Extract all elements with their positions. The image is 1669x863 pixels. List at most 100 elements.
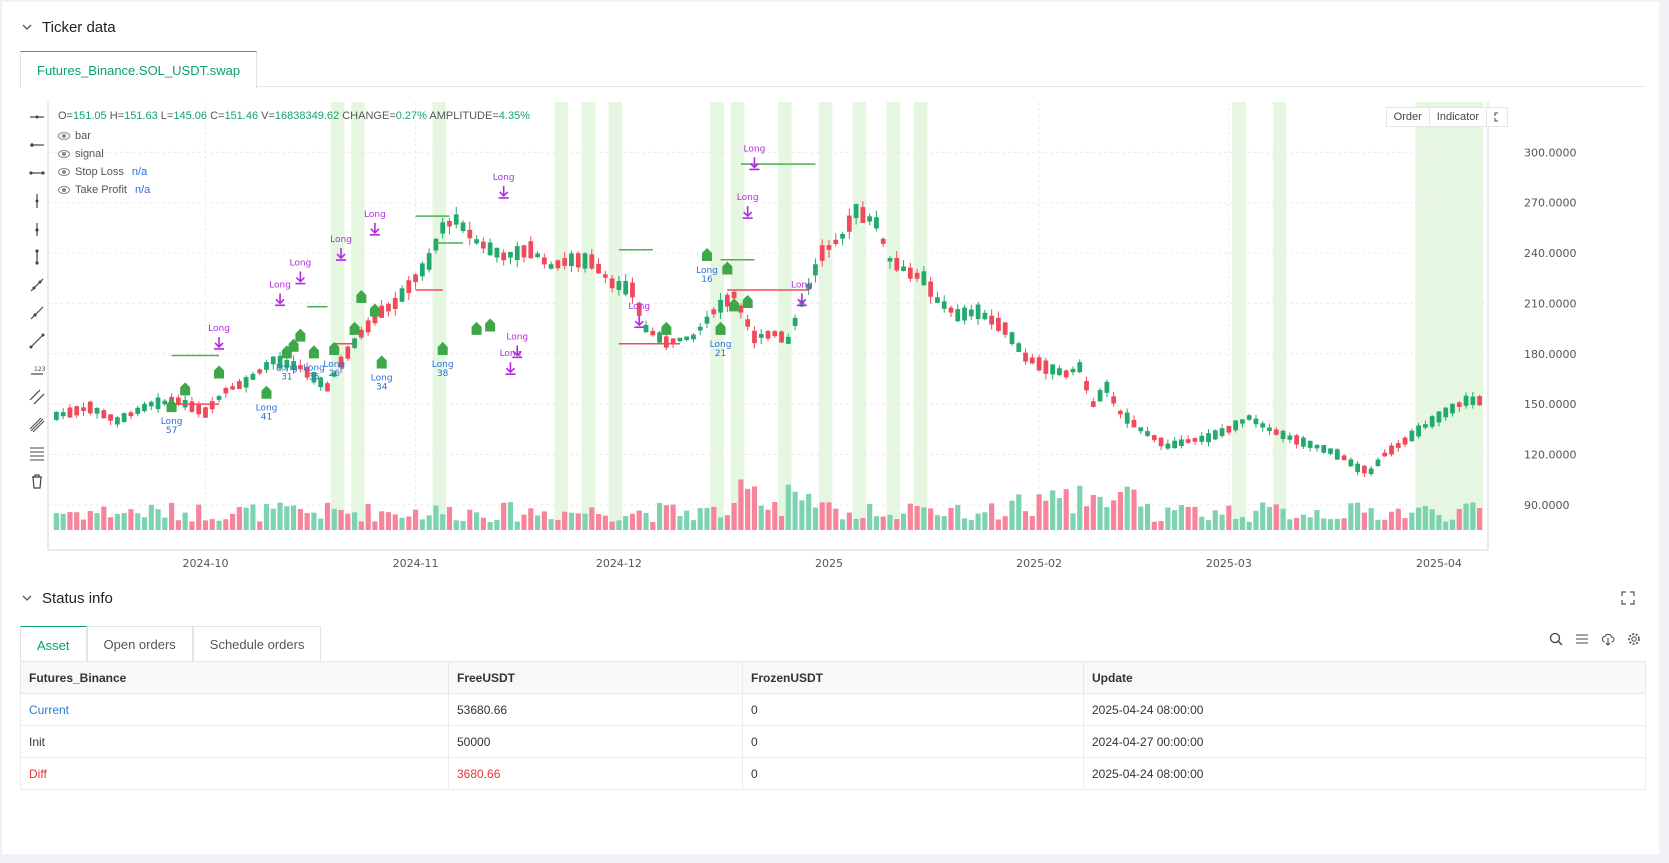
volume-bar — [209, 519, 215, 530]
candle-body — [115, 417, 120, 425]
volume-bar — [623, 515, 629, 530]
volume-bar — [1368, 508, 1374, 530]
candle-body — [264, 362, 269, 370]
ray-line-icon[interactable] — [26, 302, 48, 324]
legend-item-take-profit[interactable]: Take Profit n/a — [58, 181, 150, 199]
volume-bar — [1090, 494, 1096, 530]
tab-open-orders[interactable]: Open orders — [86, 626, 193, 662]
volume-bar — [196, 504, 202, 530]
volume-bar — [941, 516, 947, 530]
volume-bar — [873, 516, 880, 530]
ticker-header[interactable]: Ticker data — [22, 16, 116, 38]
eye-icon[interactable] — [58, 150, 70, 158]
tab-schedule-orders[interactable]: Schedule orders — [192, 626, 322, 662]
horizontal-segment-icon[interactable] — [26, 162, 48, 184]
y-tick-label: 180.0000 — [1524, 348, 1577, 361]
candle-body — [826, 245, 832, 250]
candle-body — [724, 294, 730, 307]
vertical-ray-icon[interactable] — [26, 218, 48, 240]
eye-icon[interactable] — [58, 186, 70, 194]
trash-icon[interactable] — [26, 470, 48, 492]
list-icon[interactable] — [1575, 632, 1589, 646]
candle-body — [250, 373, 256, 380]
signal-arrow — [749, 157, 760, 171]
volume-bar — [1436, 514, 1442, 530]
legend-item-signal[interactable]: signal — [58, 145, 150, 163]
legend-item-stop-loss[interactable]: Stop Loss n/a — [58, 163, 150, 181]
horizontal-line-icon[interactable] — [26, 106, 48, 128]
volume-bar — [291, 505, 297, 530]
candle-body — [840, 233, 845, 239]
candle-body — [962, 307, 967, 321]
candle-body — [833, 239, 839, 244]
chart-area[interactable]: Long 57 Long 41 Long 31 Long 35 Long 26 Long 34 Long… — [20, 102, 1646, 590]
candle-body — [670, 338, 676, 344]
candle-body — [1084, 381, 1089, 391]
candle-body — [148, 401, 154, 407]
candle-body — [1477, 396, 1482, 406]
horizontal-ray-icon[interactable] — [26, 134, 48, 156]
change-value: 0.27% — [395, 110, 427, 122]
signal-label: Long — [737, 193, 759, 203]
volume-bar — [1199, 516, 1205, 530]
candle-body — [1395, 443, 1401, 448]
signal-label: Long — [289, 259, 311, 269]
parallel-channel-icon[interactable] — [26, 386, 48, 408]
chevron-down-icon[interactable] — [22, 22, 32, 32]
signal-label: Long — [628, 302, 650, 312]
signal-label: Long — [364, 210, 386, 220]
signal-arrow — [742, 206, 753, 219]
candle-body — [1375, 459, 1381, 467]
vertical-line-icon[interactable] — [26, 190, 48, 212]
eye-icon[interactable] — [58, 168, 70, 176]
row-name[interactable]: Current — [20, 693, 449, 726]
legend-item-bar[interactable]: bar — [58, 127, 150, 145]
volume-bar — [1477, 508, 1483, 530]
search-icon[interactable] — [1549, 632, 1563, 646]
volume-bar — [555, 519, 561, 530]
tab-symbol[interactable]: Futures_Binance.SOL_USDT.swap — [20, 51, 258, 88]
candle-body — [237, 381, 242, 390]
eye-icon[interactable] — [58, 132, 70, 140]
volume-bar — [1077, 485, 1083, 530]
volume-bar — [1456, 508, 1462, 530]
volume-bar — [1185, 506, 1191, 530]
row-update: 2025-04-24 08:00:00 — [1083, 693, 1646, 726]
order-button[interactable]: Order — [1387, 108, 1430, 126]
cloud-download-icon[interactable] — [1601, 632, 1615, 646]
gear-icon[interactable] — [1627, 632, 1641, 646]
indicator-button[interactable]: Indicator — [1430, 108, 1487, 126]
trend-line-icon[interactable] — [26, 274, 48, 296]
y-tick-label: 120.0000 — [1524, 448, 1577, 461]
chevron-down-icon[interactable] — [22, 593, 32, 603]
signal-arrow — [369, 222, 380, 236]
volume-bar — [257, 521, 263, 530]
candle-body — [589, 254, 595, 269]
status-header[interactable]: Status info — [22, 587, 113, 609]
pitchfork-icon[interactable] — [26, 414, 48, 436]
volume-bar — [1219, 514, 1225, 530]
tab-asset[interactable]: Asset — [20, 626, 87, 663]
price-label-icon[interactable]: 123 — [26, 358, 48, 380]
volume-bar — [1070, 513, 1076, 530]
candle-body — [1253, 418, 1259, 425]
volume-bar — [534, 515, 541, 530]
candle-body — [535, 253, 540, 258]
volume-bar — [507, 502, 514, 530]
candle-body — [596, 263, 601, 274]
candle-body — [623, 280, 629, 295]
fullscreen-icon[interactable] — [1487, 108, 1507, 126]
fib-retracement-icon[interactable] — [26, 442, 48, 464]
vertical-segment-icon[interactable] — [26, 246, 48, 268]
candle-body — [1443, 407, 1449, 418]
candle-body — [1165, 443, 1171, 449]
volume-bar — [1307, 517, 1313, 530]
volume-bar — [1138, 506, 1144, 530]
candle-body — [74, 406, 80, 416]
candle-body — [1382, 452, 1388, 457]
extended-line-icon[interactable] — [26, 330, 48, 352]
signal-arrow — [336, 248, 347, 261]
expand-icon[interactable] — [1621, 591, 1635, 605]
status-body: Asset Open orders Schedule orders Future… — [2, 616, 1659, 854]
